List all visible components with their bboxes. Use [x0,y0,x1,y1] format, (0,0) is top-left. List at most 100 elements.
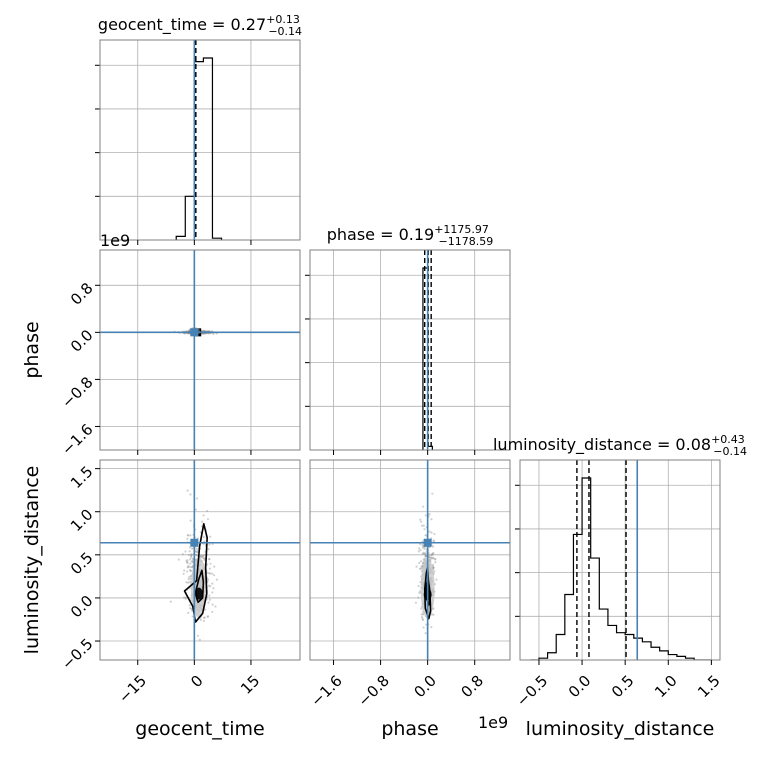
sample-point [189,575,192,578]
sample-point [213,565,216,568]
sample-point [424,555,427,558]
y-axis-label-luminosity_distance: luminosity_distance [21,466,43,655]
sample-point [431,556,435,559]
sample-point [432,540,436,543]
sample-point [423,528,426,531]
x-tick-label: −0.5 [513,672,551,710]
sample-point [419,560,423,563]
sample-point [183,569,186,572]
sample-point [201,555,204,558]
sample-point [199,554,203,557]
sample-point [203,616,206,619]
sample-point [209,585,212,588]
sample-point [432,552,435,555]
sample-point [424,514,427,517]
sample-point [211,582,214,585]
sample-point [424,552,427,555]
sample-point [185,560,188,563]
sample-point [430,554,433,557]
panel-title-phase: phase = 0.19+1175.97 −1178.59 [327,223,494,248]
panel-title-geocent_time: geocent_time = 0.27+0.13 −0.14 [98,13,302,38]
sample-point [421,618,425,621]
sample-point [189,519,192,522]
x-axis-label-phase: phase [381,718,438,740]
sample-point [421,546,424,549]
sample-point [186,561,189,564]
sample-point [202,514,205,517]
panel-frame [519,459,721,661]
sample-point [186,559,189,562]
sample-point [432,566,436,569]
sample-point [432,545,435,548]
sample-point [202,616,206,619]
sample-point [422,551,425,554]
x-tick-label: 0.8 [457,672,487,702]
panel-grid [310,460,510,660]
sample-point [189,562,192,565]
sample-point [420,613,423,616]
panel-frame [309,459,511,661]
y-axis-label-phase: phase [21,321,43,378]
sample-point [421,543,424,547]
sample-point [182,596,186,599]
sample-point [414,601,418,604]
sample-point [212,574,216,577]
sample-point [209,562,212,565]
panel-frame [99,249,301,451]
sample-point [214,605,217,608]
sample-point [419,518,422,521]
sample-point [199,555,202,558]
sample-point [207,601,210,604]
panel-title-luminosity_distance: luminosity_distance = 0.08+0.43 −0.14 [493,433,747,458]
sample-point [189,569,192,572]
sample-point [420,607,423,610]
sample-point [195,547,198,550]
x-tick-label: 0.5 [608,672,638,702]
sample-point [420,565,423,568]
panel-luminosity_distance-vs-geocent_time [100,460,300,660]
sample-point [430,556,433,559]
sample-point [203,329,206,333]
sample-point [186,534,189,537]
sample-point [423,552,426,555]
x-tick-label: 1.0 [651,672,681,702]
panel-phase-vs-geocent_time [100,250,300,450]
sample-point [202,557,205,560]
sample-point [177,558,180,561]
x-tick-label: 0 [187,672,206,691]
sample-point [194,508,198,511]
sample-point [189,569,193,573]
sample-point [425,623,428,626]
sample-point [422,558,425,561]
sample-point [186,561,189,564]
sample-point [430,553,433,556]
sample-point [419,567,422,570]
sample-point [430,626,433,629]
sample-point [431,492,434,495]
sample-point [211,610,214,614]
x-tick-label: 0.0 [410,672,440,702]
sample-point [422,505,425,508]
sample-point [212,332,215,335]
sample-point [211,591,214,594]
sample-point [186,537,189,540]
sample-point [418,591,421,594]
y-tick-label: 0.8 [67,279,97,309]
sample-point [433,532,436,536]
sample-point [181,553,184,556]
sample-point [417,547,421,550]
sample-point [208,543,211,546]
sample-point [211,572,214,575]
sample-point [424,554,427,558]
x-tick-label: 1.5 [694,672,724,702]
y-tick-label: 1.0 [67,506,97,536]
sample-point [201,554,204,557]
sample-point [419,520,423,523]
x-axis-label-geocent_time: geocent_time [135,718,264,740]
sample-point [186,570,189,573]
sample-point [188,546,191,549]
contour-level-1 [183,522,208,623]
sample-point [195,551,199,554]
sample-point [423,547,426,551]
sample-point [433,570,436,573]
